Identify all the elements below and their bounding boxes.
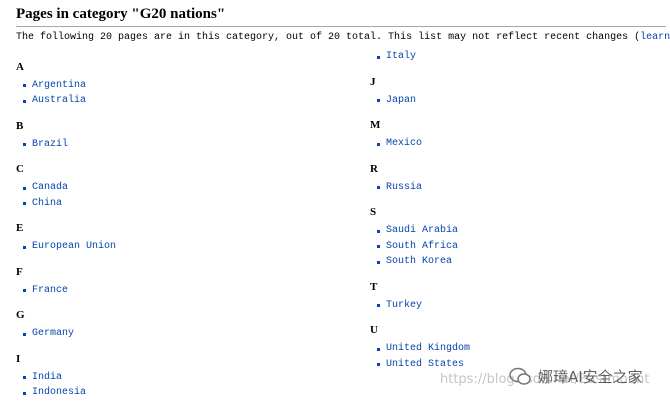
letter-group: M Mexico (370, 118, 670, 152)
list-item: United States (370, 357, 670, 373)
page-link[interactable]: Russia (386, 181, 423, 193)
page-list: Saudi Arabia South Africa South Korea (370, 223, 670, 270)
page-list: Japan (370, 93, 670, 109)
letter-heading: F (16, 265, 23, 278)
page-link[interactable]: European Union (32, 241, 117, 252)
learn-more-link[interactable]: learn more (640, 32, 670, 43)
page-list: Mexico (370, 136, 670, 152)
page-list: Canada China (16, 180, 336, 211)
letter-group: R Russia (370, 162, 670, 196)
page-link[interactable]: China (32, 197, 63, 209)
letter-heading: C (16, 163, 24, 175)
letter-group: C Canada China (16, 162, 336, 211)
letter-heading: S (370, 206, 377, 219)
list-item: South Korea (370, 254, 670, 270)
letter-heading: I (16, 352, 21, 365)
list-item: Saudi Arabia (370, 223, 670, 239)
letter-group: G Germany (16, 308, 336, 342)
page-link[interactable]: Germany (32, 328, 75, 339)
letter-heading: A (16, 60, 24, 73)
list-item: Indonesia (16, 385, 336, 401)
page-link[interactable]: United States (386, 358, 465, 370)
page-link[interactable]: South Korea (386, 256, 453, 268)
page-link[interactable]: Saudi Arabia (386, 225, 459, 237)
watermark-brand: 娜璋AI安全之家 (538, 368, 643, 386)
page-link[interactable]: Canada (32, 182, 69, 193)
page-link[interactable]: United Kingdom (386, 343, 471, 355)
page-list: Russia (370, 180, 670, 196)
page-list: Turkey (370, 298, 670, 314)
letter-heading: M (370, 119, 381, 132)
list-item: Germany (16, 326, 336, 342)
column: Italy J Japan M Mexico R Russia S Saudi Arabia So… (370, 49, 670, 382)
page-link[interactable]: Turkey (386, 299, 423, 311)
watermark-icon (509, 367, 531, 385)
page-list: Brazil (16, 137, 336, 153)
letter-group: U United Kingdom United States (370, 323, 670, 372)
list-item: Turkey (370, 298, 670, 314)
list-item: South Africa (370, 239, 670, 255)
list-item: Russia (370, 180, 670, 196)
list-item: United Kingdom (370, 341, 670, 357)
letter-heading: G (16, 309, 25, 321)
list-item: Japan (370, 93, 670, 109)
list-item: India (16, 370, 336, 386)
page-list: Argentina Australia (16, 78, 336, 109)
watermark-url: https://blog.csdn.net/Eastmount (440, 372, 650, 387)
intro-text: The following 20 pages are in this categ… (16, 32, 641, 43)
letter-heading: U (370, 324, 378, 337)
letter-group: B Brazil (16, 119, 336, 153)
page-link[interactable]: Japan (386, 94, 417, 106)
page-title: Pages in category "G20 nations" (16, 6, 666, 27)
intro: The following 20 pages are in this categ… (16, 31, 670, 45)
list-item: Australia (16, 93, 336, 109)
page-link[interactable]: France (32, 284, 69, 296)
list-item: France (16, 283, 336, 299)
letter-heading: J (370, 75, 376, 88)
letter-group: T Turkey (370, 280, 670, 314)
page-link[interactable]: Mexico (386, 138, 423, 150)
page-list: United Kingdom United States (370, 341, 670, 372)
letter-group: Italy (370, 49, 670, 65)
letter-heading: R (370, 162, 378, 175)
page-list: Germany (16, 326, 336, 342)
letter-heading: T (370, 280, 378, 293)
list-item: Mexico (370, 136, 670, 152)
letter-group: S Saudi Arabia South Africa South Korea (370, 205, 670, 270)
page-link[interactable]: South Africa (386, 240, 459, 252)
page-list: France (16, 283, 336, 299)
list-item: Brazil (16, 137, 336, 153)
page-link[interactable]: Indonesia (32, 387, 87, 398)
list-item: Italy (370, 49, 670, 65)
page-link[interactable]: India (32, 371, 63, 383)
list-item: European Union (16, 239, 336, 255)
letter-group: E European Union (16, 221, 336, 255)
list-item: Argentina (16, 78, 336, 94)
letter-heading: E (16, 222, 24, 234)
page-link[interactable]: Italy (386, 51, 417, 63)
letter-group: F France (16, 265, 336, 299)
letter-group: A Argentina Australia (16, 60, 336, 109)
letter-group: J Japan (370, 75, 670, 109)
list-item: Canada (16, 180, 336, 196)
page-link[interactable]: Argentina (32, 79, 87, 91)
page-link[interactable]: Brazil (32, 138, 69, 150)
page-link[interactable]: Australia (32, 95, 87, 106)
list-item: China (16, 196, 336, 212)
letter-heading: B (16, 119, 24, 132)
page-list: Italy (370, 49, 670, 65)
page-list: European Union (16, 239, 336, 255)
column: A Argentina Australia B Brazil C Canada China E E… (16, 60, 336, 411)
page-list: India Indonesia (16, 370, 336, 401)
letter-group: I India Indonesia (16, 352, 336, 401)
